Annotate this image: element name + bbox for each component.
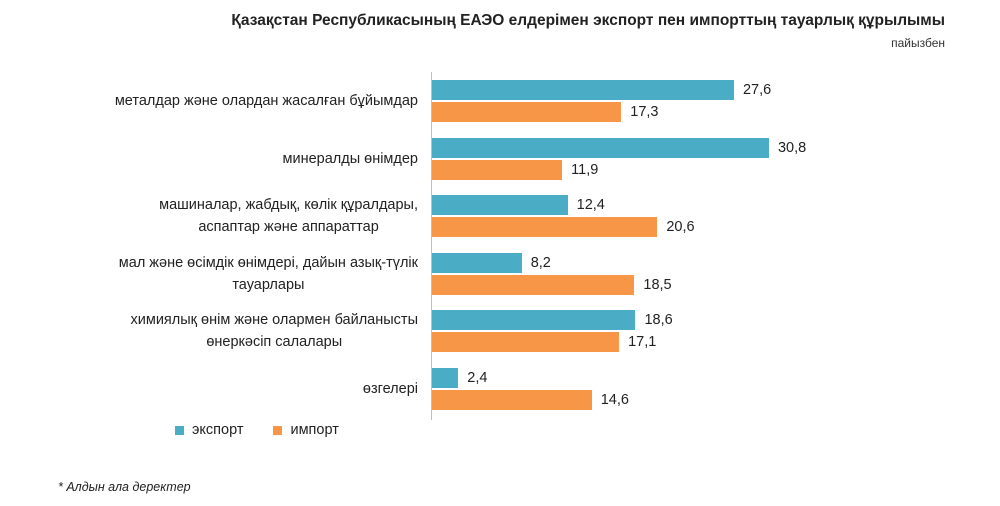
import-bar [432,217,658,237]
data-label: 8,2 [530,254,551,271]
category-label-line: металдар және олардан жасалған бұйымдар [114,93,418,109]
data-label: 12,4 [576,197,605,213]
import-bar [432,274,635,295]
export-bar [432,367,459,388]
category-label-line: минералды өнімдер [282,150,419,167]
category-label-line: мал және өсімдік өнімдері, дайын азық-тү… [118,254,418,271]
export-bar [432,310,636,330]
legend-swatch-import [273,425,283,435]
data-label: 11,9 [571,161,599,178]
footnote: * Алдын ала деректер [58,480,191,494]
category-label-line: тауарлары [232,276,305,293]
category-label-line: өзгелері [362,380,418,397]
import-bar [432,159,563,180]
legend: экспорт импорт [175,422,339,438]
category-label-line: химиялық өнім және олармен байланысты [130,312,419,328]
import-bar [432,102,622,122]
category-label-line: өнеркәсіп салалары [206,334,343,350]
category-label-line: аспаптар және аппараттар [198,219,379,235]
data-label: 27,6 [742,82,772,98]
data-label: 17,3 [630,104,659,120]
chart-title: Қазақстан Республикасының ЕАЭО елдерімен… [231,12,945,29]
import-bar [432,389,592,410]
data-label: 30,8 [777,139,807,156]
export-bar [432,137,769,158]
data-label: 17,1 [628,334,657,350]
export-bar [432,195,568,215]
unit-label: пайызбен [891,36,945,50]
data-label: 18,5 [643,276,672,293]
category-axis [431,72,432,420]
data-label: 2,4 [467,369,488,386]
data-label: 20,6 [666,219,695,235]
legend-label-import: импорт [290,422,339,438]
legend-swatch-export [175,425,184,435]
import-bar [432,332,620,352]
data-label: 18,6 [644,312,673,328]
export-bar [432,80,734,100]
legend-label-export: экспорт [192,422,244,438]
category-label-line: машиналар, жабдық, көлік құралдары, [159,197,418,213]
export-bar [432,252,522,273]
data-label: 14,6 [600,391,629,408]
